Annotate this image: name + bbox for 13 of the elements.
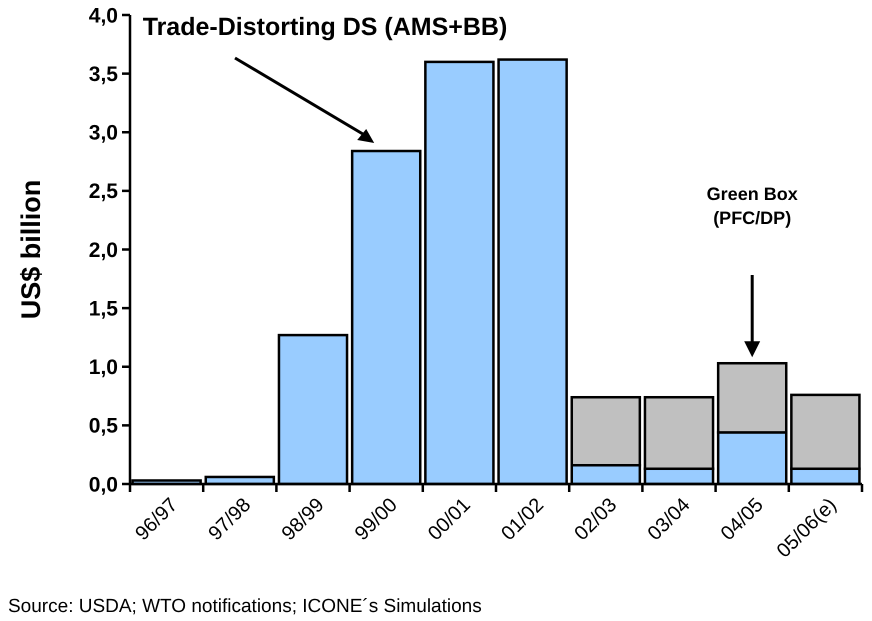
y-tick-label: 3,0 bbox=[88, 122, 118, 145]
y-tick-label: 2,0 bbox=[88, 238, 118, 262]
y-tick-label: 3,5 bbox=[88, 62, 118, 86]
y-tick-label: 0,5 bbox=[88, 414, 118, 438]
y-tick-label: 2,5 bbox=[88, 180, 118, 204]
y-tick-label: 4,0 bbox=[88, 4, 118, 28]
source-note: Source: USDA; WTO notifications; ICONE´s Simulations bbox=[8, 596, 482, 617]
y-tick-label: 1,0 bbox=[88, 356, 118, 380]
y-tick-label: 0,0 bbox=[88, 473, 118, 496]
y-tick-label: 1,5 bbox=[88, 297, 118, 320]
annotation: Green Box (PFC/DP) bbox=[706, 184, 798, 228]
annotation: Trade-Distorting DS (AMS+BB) bbox=[142, 13, 508, 41]
y-axis-title: US$ billion bbox=[16, 180, 46, 320]
